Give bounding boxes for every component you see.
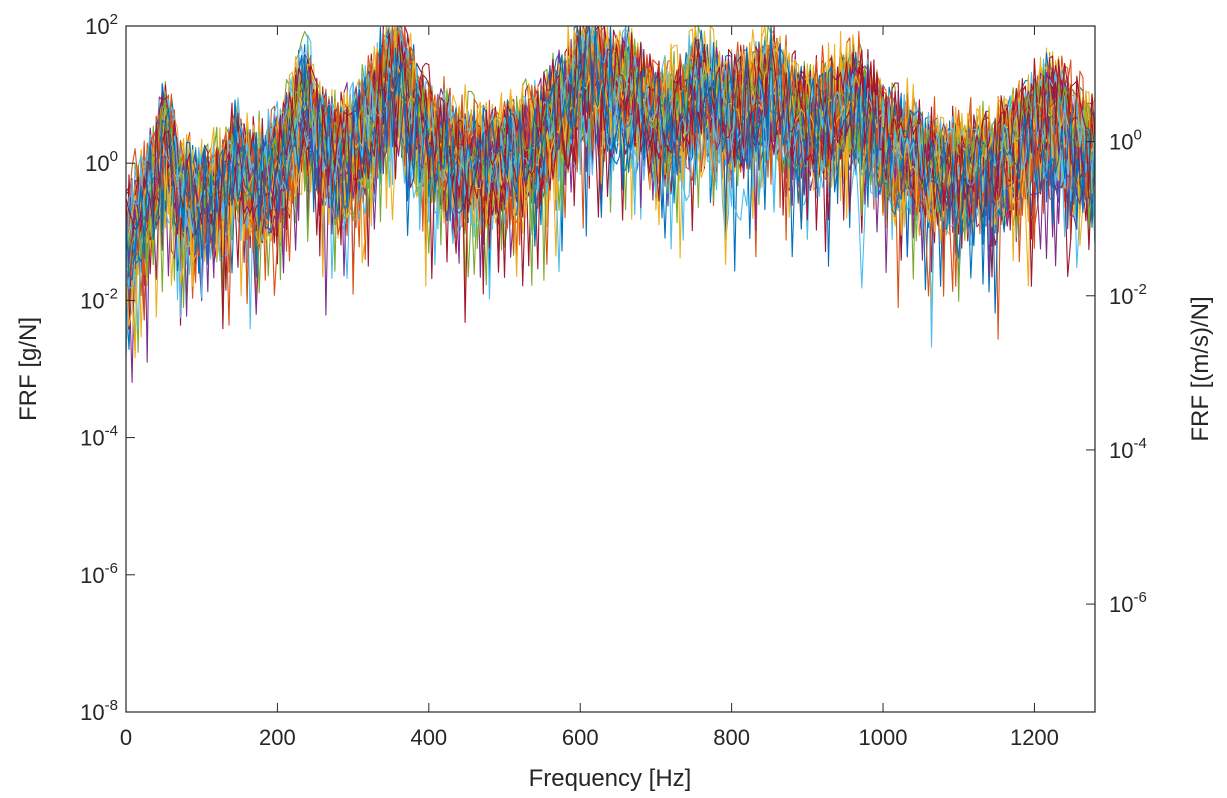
y-right-tick-label: 10-6 [1109, 589, 1147, 617]
y-right-axis-label: FRF [(m/s)/N] [1187, 296, 1214, 441]
x-tick-label: 1200 [1010, 725, 1059, 750]
x-axis-ticks: 0 200 400 600 800 1000 1200 [120, 26, 1059, 750]
y-right-tick-label: 10-2 [1109, 281, 1147, 309]
x-axis-label: Frequency [Hz] [529, 765, 692, 792]
y-left-tick-label: 10-8 [80, 697, 118, 725]
x-tick-label: 400 [410, 725, 447, 750]
x-tick-label: 800 [713, 725, 750, 750]
x-tick-label: 600 [562, 725, 599, 750]
x-tick-label: 200 [259, 725, 296, 750]
y-left-axis-ticks: 102 100 10-2 10-4 10-6 10-8 [80, 11, 135, 725]
y-right-tick-label: 100 [1109, 127, 1142, 155]
frf-series-line [126, 26, 1095, 314]
frf-series-line [126, 26, 1095, 259]
series-group [126, 26, 1095, 383]
x-tick-label: 0 [120, 725, 132, 750]
y-right-tick-label: 10-4 [1109, 435, 1147, 463]
y-left-tick-label: 102 [85, 11, 118, 39]
y-left-tick-label: 10-6 [80, 560, 118, 588]
y-left-tick-label: 10-4 [80, 423, 118, 451]
y-right-axis-ticks: 100 10-2 10-4 10-6 [1086, 127, 1147, 617]
y-left-tick-label: 10-2 [80, 285, 118, 313]
x-tick-label: 1000 [859, 725, 908, 750]
plot-frame [125, 25, 1096, 713]
y-left-tick-label: 100 [85, 148, 118, 176]
y-left-axis-label: FRF [g/N] [15, 317, 42, 421]
